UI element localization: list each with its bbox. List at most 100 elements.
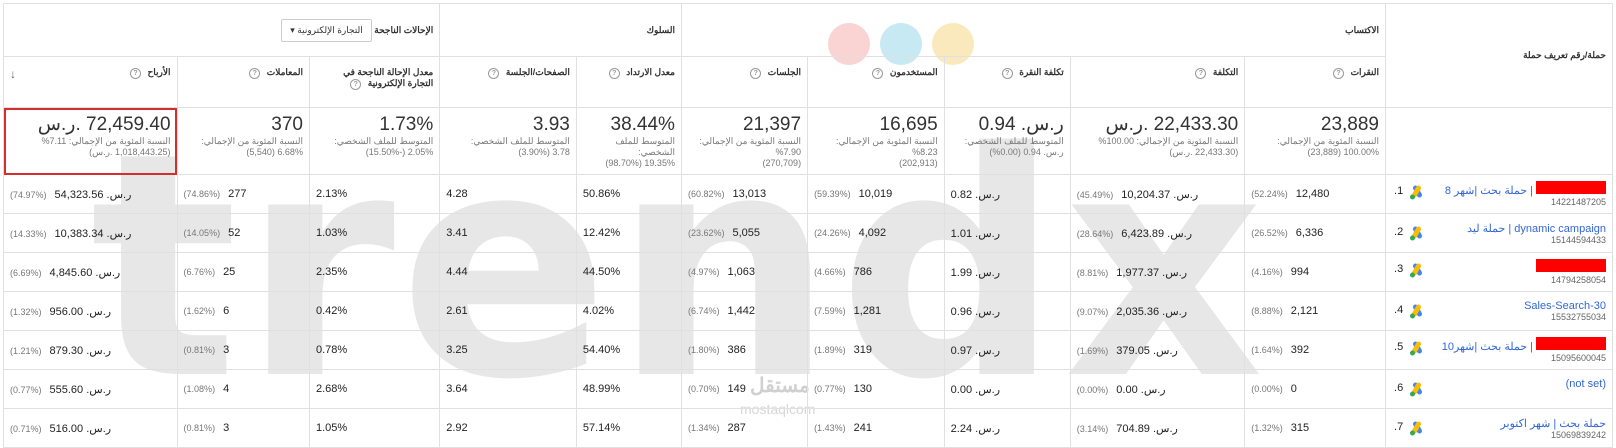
google-ads-icon[interactable] — [1409, 341, 1425, 359]
google-ads-icon[interactable] — [1409, 382, 1425, 400]
cell-users-pct: (4.66%) — [814, 267, 846, 277]
google-ads-icon[interactable] — [1409, 304, 1425, 322]
cell-clicks: (8.88%) 2,121 — [1244, 291, 1387, 331]
table-row: 3. 14794258054 (4.16%) 994 (8.81%) 1,977.37 … — [3, 252, 1613, 292]
google-ads-icon[interactable] — [1409, 226, 1425, 244]
google-ads-icon[interactable] — [1409, 263, 1425, 281]
row-index: 7. — [1394, 420, 1404, 433]
cell-pages-session: 4.44 — [439, 252, 577, 292]
campaign-name[interactable]: dynamic campaign | حملة ليد — [1467, 222, 1606, 235]
cell-cost-value: 2,035.36 .ر.س — [1116, 305, 1188, 318]
sort-desc-icon[interactable]: ↓ — [10, 67, 16, 81]
cell-users-value: 1,281 — [853, 305, 882, 317]
cell-bounce: 44.50% — [575, 252, 682, 292]
col-clicks[interactable]: النقرات ? — [1244, 56, 1387, 108]
google-ads-icon[interactable] — [1409, 421, 1425, 439]
campaign-name-link[interactable]: Sales-Search-30 — [1392, 300, 1606, 312]
conversion-type-dropdown[interactable]: التجارة الإلكترونية ▾ — [281, 18, 372, 42]
campaign-name-link[interactable]: | حملة بحث |شهر 8 — [1392, 181, 1606, 197]
campaign-name-link[interactable]: dynamic campaign | حملة ليد — [1392, 222, 1606, 235]
col-cpc[interactable]: تكلفة النقرة ? — [943, 56, 1071, 108]
totals-dimension — [1385, 107, 1613, 175]
cell-revenue-pct: (0.71%) — [10, 423, 42, 434]
cell-cpc: ر.س. 1.99 — [943, 252, 1071, 292]
cell-cost: (0.00%) 0.00 .ر.س — [1069, 369, 1246, 409]
campaign-id: 15095600045 — [1550, 353, 1606, 363]
cell-clicks-pct: (52.24%) — [1251, 189, 1288, 199]
col-bounce[interactable]: معدل الارتداد ? — [575, 56, 682, 108]
cell-pages-session: 3.25 — [439, 330, 577, 370]
cell-clicks: (26.52%) 6,336 — [1244, 213, 1387, 253]
campaign-name[interactable]: | حملة بحث |شهر10 — [1441, 341, 1533, 353]
total-cpc: ر.س. 0.94 المتوسط للملف الشخصي: ر.س. 0.94 … — [943, 107, 1071, 175]
cell-clicks: (1.32%) 315 — [1244, 408, 1387, 448]
cell-bounce-value: 54.40% — [582, 344, 621, 356]
cell-ecom-rate: 2.68% — [308, 369, 441, 409]
col-sessions[interactable]: الجلسات ? — [680, 56, 809, 108]
cell-bounce-value: 44.50% — [582, 266, 621, 278]
cell-cpc: ر.س. 0.00 — [943, 369, 1071, 409]
cell-cpc: ر.س. 0.82 — [943, 174, 1071, 214]
campaign-cell: 2. dynamic campaign | حملة ليد 15144594433 — [1385, 213, 1613, 253]
total-users: 16,695 النسبة المئوية من الإجمالي: 8.23%(… — [807, 107, 945, 175]
cell-ecom-rate-value: 1.03% — [315, 227, 348, 239]
col-revenue[interactable]: الأرباح ? ↓ — [3, 56, 178, 108]
col-pages-session[interactable]: الصفحات/الجلسة ? — [439, 56, 577, 108]
report-table: حملة/رقم تعريف حملة الاكتساب السلوك الإح… — [2, 3, 1613, 448]
campaign-name-link[interactable]: (not set) — [1392, 378, 1606, 390]
col-users[interactable]: المستخدمون ? — [807, 56, 945, 108]
cell-bounce: 4.02% — [575, 291, 682, 331]
cell-users: (24.26%) 4,092 — [807, 213, 945, 253]
cell-cost-pct: (0.00%) — [1076, 384, 1109, 395]
row-index: 5. — [1394, 341, 1404, 353]
campaign-name[interactable]: (not set) — [1565, 378, 1606, 390]
cell-cpc: ر.س. 2.24 — [943, 408, 1071, 448]
cell-sessions-pct: (23.62%) — [687, 228, 725, 238]
cell-transactions-pct: (1.08%) — [183, 384, 216, 394]
col-cost[interactable]: التكلفة ? — [1069, 56, 1246, 108]
campaign-id: 14794258054 — [1550, 275, 1606, 285]
cell-cpc: ر.س. 0.96 — [943, 291, 1071, 331]
campaign-name-link[interactable]: حملة بحث | شهر اكتوبر — [1392, 417, 1606, 430]
cell-users: (1.89%) 319 — [807, 330, 945, 370]
table-row: 1. | حملة بحث |شهر 8 14221487205 (52.24%) 1… — [3, 174, 1613, 214]
cell-users-pct: (0.77%) — [814, 384, 846, 394]
cell-ecom-rate-value: 2.68% — [315, 383, 348, 395]
google-ads-icon[interactable] — [1409, 185, 1425, 203]
cell-cost: (3.14%) 704.89 .ر.س — [1069, 408, 1246, 448]
cell-revenue-value: 956.00 .ر.س — [49, 305, 112, 318]
cell-sessions-pct: (4.97%) — [687, 267, 720, 277]
col-transactions[interactable]: المعاملات ? — [176, 56, 310, 108]
campaign-name-link[interactable]: | حملة بحث |شهر10 — [1392, 337, 1606, 353]
cell-revenue: (1.32%) 956.00 .ر.س — [3, 291, 178, 331]
cell-revenue-value: 555.60 .ر.س — [49, 383, 112, 396]
cell-revenue-pct: (6.69%) — [10, 267, 42, 278]
redacted-block — [1536, 259, 1606, 272]
cell-revenue-value: 879.30 .ر.س — [49, 344, 112, 357]
table-row: 5. | حملة بحث |شهر10 15095600045 (1.64%) 39… — [3, 330, 1613, 370]
table-row: 4. Sales-Search-30 15532755034 (8.88%) 2,121… — [3, 291, 1613, 331]
cell-transactions: (6.76%) 25 — [176, 252, 310, 292]
dimension-header[interactable]: حملة/رقم تعريف حملة — [1385, 3, 1613, 108]
cell-clicks: (0.00%) 0 — [1244, 369, 1387, 409]
campaign-name[interactable]: | حملة بحث |شهر 8 — [1444, 185, 1533, 197]
cell-clicks: (1.64%) 392 — [1244, 330, 1387, 370]
cell-cost: (45.49%) 10,204.37 .ر.س — [1069, 174, 1246, 214]
cell-cost: (9.07%) 2,035.36 .ر.س — [1069, 291, 1246, 331]
cell-transactions-value: 52 — [228, 227, 241, 239]
cell-users-value: 319 — [853, 344, 872, 356]
cell-sessions-pct: (60.82%) — [687, 189, 725, 199]
total-pages-session: 3.93 المتوسط للملف الشخصي: 3.78 (3.90%) — [439, 107, 577, 175]
cell-pages-session: 3.41 — [439, 213, 577, 253]
col-ecom-rate[interactable]: معدل الإحالة الناجحة في التجارة الإلكترو… — [308, 56, 441, 108]
cell-cost: (8.81%) 1,977.37 .ر.س — [1069, 252, 1246, 292]
campaign-name[interactable]: Sales-Search-30 — [1524, 300, 1606, 312]
cell-transactions: (74.86%) 277 — [176, 174, 310, 214]
table-row: 2. dynamic campaign | حملة ليد 15144594433… — [3, 213, 1613, 253]
campaign-name[interactable]: حملة بحث | شهر اكتوبر — [1500, 417, 1606, 430]
cell-revenue-value: 4,845.60 .ر.س — [49, 266, 121, 279]
cell-transactions-value: 25 — [223, 266, 236, 278]
cell-sessions: (0.70%) 149 — [680, 369, 809, 409]
cell-sessions: (4.97%) 1,063 — [680, 252, 809, 292]
campaign-name-link[interactable] — [1392, 259, 1606, 275]
